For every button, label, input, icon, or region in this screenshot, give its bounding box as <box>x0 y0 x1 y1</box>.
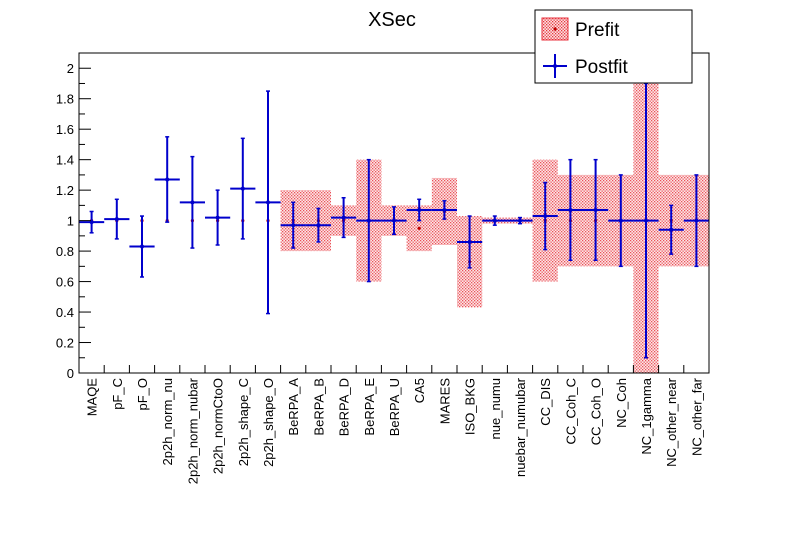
prefit-point <box>417 226 421 230</box>
x-tick-label: BeRPA_A <box>286 378 301 436</box>
x-tick-label: CA5 <box>412 378 427 403</box>
y-tick-label: 0.2 <box>56 336 74 351</box>
legend-postfit-marker <box>553 64 557 68</box>
postfit-point <box>366 218 371 223</box>
x-tick-label: nuebar_numubar <box>513 377 528 477</box>
postfit-point <box>618 218 623 223</box>
x-tick-label: BeRPA_D <box>337 378 352 436</box>
postfit-point <box>492 218 497 223</box>
postfit-point <box>140 244 144 249</box>
postfit-point <box>316 223 321 228</box>
plot-frame <box>78 52 710 374</box>
y-tick-label: 1 <box>67 214 74 229</box>
x-tick-label: NC_Coh <box>614 378 629 428</box>
postfit-point <box>442 207 447 212</box>
x-tick-label: NC_other_far <box>689 377 704 456</box>
postfit-point <box>467 239 472 244</box>
y-tick-label: 1.8 <box>56 92 74 107</box>
postfit-point <box>543 214 548 219</box>
chart-title: XSec <box>368 9 416 31</box>
x-tick-label: NC_1gamma <box>639 377 654 454</box>
x-tick-label: 2p2h_shape_O <box>261 378 276 467</box>
postfit-point <box>417 207 422 212</box>
postfit-point <box>593 207 598 212</box>
y-tick-label: 0.8 <box>56 244 74 259</box>
y-tick-label: 2 <box>67 61 74 76</box>
legend: Prefit Postfit <box>534 9 693 84</box>
postfit-point <box>392 218 396 223</box>
y-tick-label: 0.4 <box>56 305 74 320</box>
postfit-point <box>669 227 674 232</box>
postfit-point <box>240 186 245 191</box>
x-tick-label: BeRPA_U <box>387 378 402 436</box>
x-tick-label: CC_Coh_C <box>563 378 578 444</box>
postfit-point <box>644 218 648 223</box>
x-tick-label: BeRPA_B <box>311 378 326 436</box>
x-tick-label: 2p2h_norm_nubar <box>185 377 200 484</box>
x-tick-label: 2p2h_shape_C <box>236 378 251 466</box>
y-axis: 0 0.2 0.4 0.6 0.8 1 1.2 1.4 1.6 1.8 2 <box>56 52 91 381</box>
postfit-point <box>215 215 220 220</box>
postfit-point <box>341 215 346 220</box>
postfit-point <box>114 217 119 222</box>
postfit-point <box>694 218 699 223</box>
y-tick-label: 0.6 <box>56 275 74 290</box>
postfit-point <box>165 177 170 182</box>
x-tick-label: CC_DIS <box>538 378 553 426</box>
postfit-point <box>190 200 195 205</box>
x-tick-label: MARES <box>437 378 452 425</box>
y-tick-label: 1.4 <box>56 153 74 168</box>
postfit-point <box>89 220 94 225</box>
y-tick-label: 1.2 <box>56 183 74 198</box>
x-tick-label: ISO_BKG <box>463 378 478 435</box>
legend-postfit-label: Postfit <box>575 57 629 78</box>
x-tick-label: pF_C <box>110 378 125 410</box>
y-tick-label: 0 <box>67 366 74 381</box>
postfit-point <box>518 218 522 223</box>
x-tick-label: NC_other_near <box>664 377 679 467</box>
postfit-point <box>568 207 573 212</box>
legend-prefit-marker <box>553 27 557 31</box>
legend-prefit-label: Prefit <box>575 20 620 41</box>
x-axis: MAQE pF_C pF_O 2p2h_norm_nu 2p2h_norm_nubar 2… <box>78 365 710 484</box>
x-tick-label: MAQE <box>85 378 100 417</box>
postfit-point <box>291 223 296 228</box>
x-tick-label: pF_O <box>135 378 150 411</box>
y-tick-label: 1.6 <box>56 122 74 137</box>
x-tick-label: BeRPA_E <box>362 378 377 436</box>
x-tick-label: nue_numu <box>488 378 503 439</box>
x-tick-label: 2p2h_normCtoO <box>211 378 226 474</box>
postfit-point <box>266 200 270 205</box>
x-tick-label: 2p2h_norm_nu <box>160 378 175 465</box>
x-tick-label: CC_Coh_O <box>589 378 604 445</box>
